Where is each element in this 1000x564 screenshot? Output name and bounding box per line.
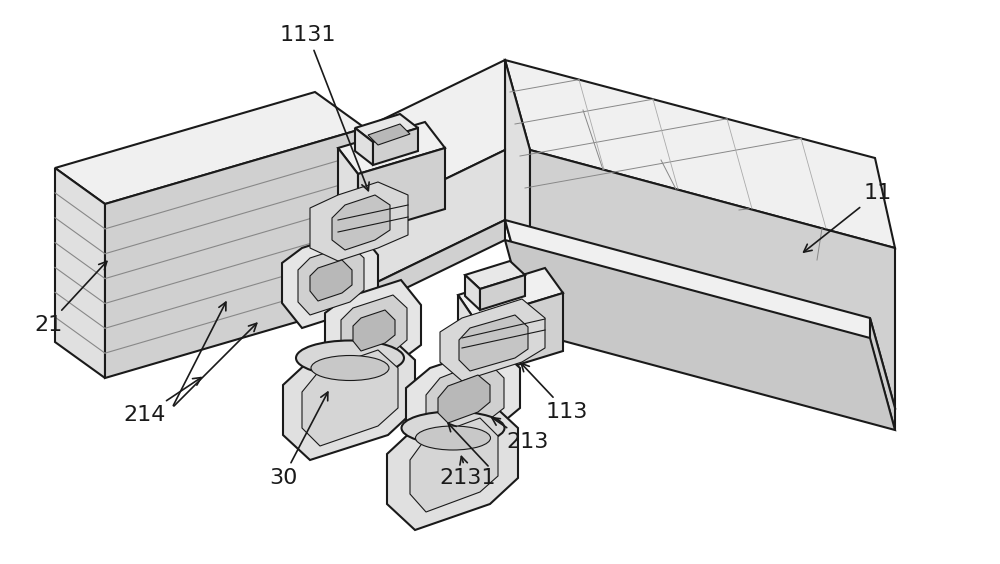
Text: 30: 30: [269, 392, 328, 488]
Polygon shape: [298, 245, 364, 315]
Polygon shape: [459, 315, 528, 371]
Polygon shape: [505, 60, 895, 248]
Polygon shape: [368, 124, 410, 145]
Polygon shape: [353, 310, 395, 351]
Polygon shape: [302, 350, 398, 446]
Polygon shape: [530, 150, 895, 408]
Polygon shape: [465, 261, 525, 289]
Polygon shape: [105, 128, 365, 378]
Polygon shape: [505, 60, 530, 310]
Polygon shape: [505, 240, 895, 430]
Polygon shape: [310, 260, 352, 301]
Polygon shape: [365, 60, 505, 218]
Polygon shape: [870, 318, 895, 430]
Polygon shape: [358, 148, 445, 235]
Polygon shape: [458, 295, 475, 378]
Polygon shape: [426, 360, 504, 440]
Text: 21: 21: [34, 261, 107, 335]
Text: 113: 113: [521, 363, 588, 422]
Polygon shape: [387, 402, 518, 530]
Polygon shape: [325, 280, 421, 378]
Polygon shape: [505, 220, 895, 408]
Polygon shape: [341, 295, 407, 365]
Polygon shape: [283, 335, 415, 460]
Text: 11: 11: [804, 183, 892, 252]
Text: 214: 214: [124, 377, 201, 425]
Polygon shape: [310, 182, 408, 261]
Text: 213: 213: [492, 417, 549, 452]
Polygon shape: [438, 375, 490, 423]
Polygon shape: [365, 220, 505, 308]
Ellipse shape: [311, 355, 389, 381]
Polygon shape: [373, 128, 418, 165]
Polygon shape: [458, 268, 563, 320]
Ellipse shape: [416, 426, 490, 450]
Polygon shape: [355, 128, 373, 165]
Text: 2131: 2131: [440, 456, 496, 488]
Ellipse shape: [402, 412, 505, 444]
Ellipse shape: [296, 341, 404, 376]
Polygon shape: [55, 168, 105, 378]
Polygon shape: [475, 293, 563, 378]
Polygon shape: [332, 195, 390, 250]
Polygon shape: [338, 122, 445, 174]
Polygon shape: [282, 230, 378, 328]
Polygon shape: [355, 114, 418, 142]
Polygon shape: [55, 92, 365, 204]
Polygon shape: [406, 346, 520, 450]
Polygon shape: [440, 299, 545, 381]
Polygon shape: [338, 148, 358, 235]
Text: 1131: 1131: [280, 25, 369, 191]
Polygon shape: [410, 418, 498, 512]
Polygon shape: [365, 150, 505, 288]
Polygon shape: [480, 275, 525, 310]
Polygon shape: [465, 275, 480, 310]
